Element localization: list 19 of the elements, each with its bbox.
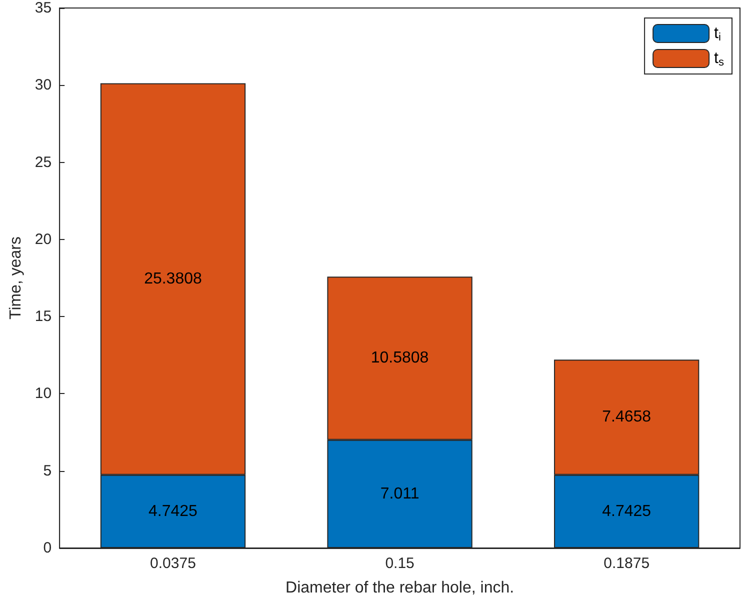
- x-axis-title: Diameter of the rebar hole, inch.: [286, 580, 514, 596]
- data-label: 7.4658: [602, 408, 652, 426]
- x-tick-label: 0.0375: [150, 555, 196, 572]
- x-tick-label: 0.1875: [604, 555, 650, 572]
- y-tick-label: 25: [34, 154, 52, 171]
- y-tick-label: 10: [34, 385, 52, 402]
- data-label: 4.7425: [602, 502, 652, 520]
- y-tick-label: 15: [34, 308, 52, 326]
- data-label: 25.3808: [144, 270, 202, 288]
- data-label: 4.7425: [148, 502, 198, 520]
- y-axis-title: Time, years: [8, 236, 24, 320]
- y-tick-label: 5: [43, 462, 52, 480]
- data-label: 7.011: [380, 485, 420, 502]
- data-label: 10.5808: [370, 350, 429, 367]
- x-tick-label: 0.15: [385, 555, 414, 572]
- y-tick-label: 0: [43, 540, 52, 556]
- y-tick-label: 20: [34, 230, 52, 248]
- y-tick-label: 35: [34, 0, 52, 16]
- y-tick-label: 30: [34, 76, 52, 94]
